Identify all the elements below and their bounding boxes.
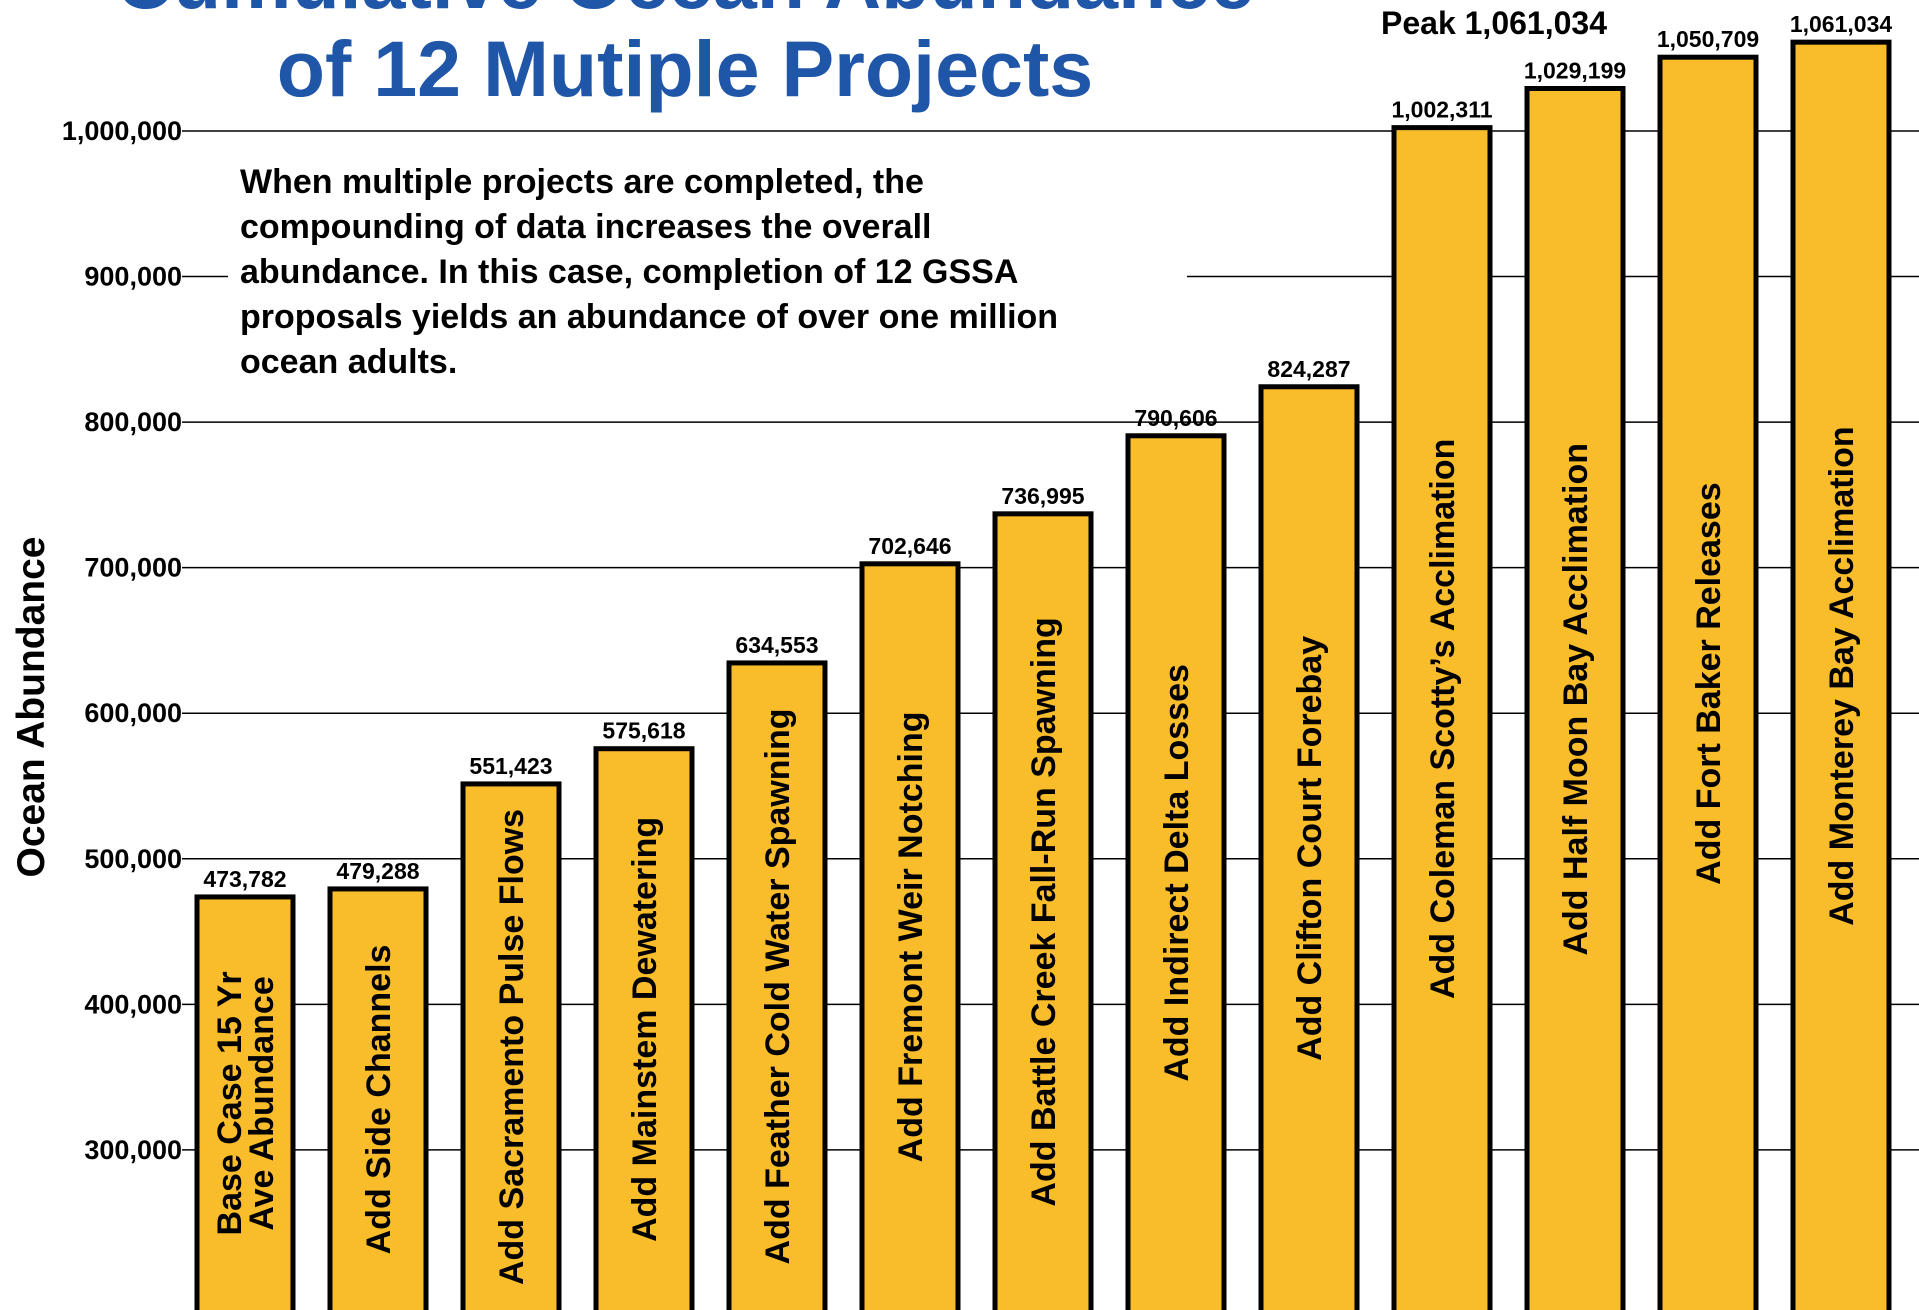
y-tick-label: 400,000	[84, 989, 182, 1019]
value-label: 736,995	[1001, 483, 1084, 509]
category-label-line: Add Coleman Scotty’s Acclimation	[1424, 439, 1462, 999]
category-label: Add Side Channels	[360, 945, 398, 1255]
category-label: Add Fremont Weir Notching	[892, 712, 930, 1163]
value-label: 473,782	[203, 866, 286, 892]
annotation-background	[228, 154, 1187, 381]
chart-title: of 12 Mutiple Projects	[277, 24, 1094, 113]
category-label: Add Battle Creek Fall-Run Spawning	[1025, 617, 1063, 1206]
category-label: Add Clifton Court Forebay	[1291, 636, 1329, 1061]
marks: 473,782 Base Case 15 YrAve Abundance 479,2…	[194, 11, 1893, 1310]
bar	[194, 894, 296, 1310]
value-label: 1,029,199	[1524, 57, 1626, 83]
bar	[1391, 125, 1493, 1310]
category-label-line: Add Fort Baker Releases	[1690, 482, 1728, 885]
annotation: proposals yields an abundance of over on…	[240, 298, 1058, 336]
category-label-line: Add Mainstem Dewatering	[626, 817, 664, 1242]
y-tick-label: 300,000	[84, 1135, 182, 1165]
category-label-line: Add Sacramento Pulse Flows	[493, 809, 531, 1285]
category-label: Add Fort Baker Releases	[1690, 482, 1728, 885]
bar	[726, 660, 828, 1310]
category-label-line: Add Battle Creek Fall-Run Spawning	[1025, 617, 1063, 1206]
annotation: When multiple projects are completed, th…	[240, 163, 924, 201]
category-label-line: Ave Abundance	[243, 976, 281, 1230]
value-label: 1,050,709	[1657, 26, 1759, 52]
value-label: 479,288	[336, 858, 419, 884]
bar	[593, 746, 695, 1310]
y-tick-label: 800,000	[84, 407, 182, 437]
category-label: Add Half Moon Bay Acclimation	[1557, 443, 1595, 956]
bar	[460, 781, 562, 1310]
category-label: Add Coleman Scotty’s Acclimation	[1424, 439, 1462, 999]
value-label: 1,061,034	[1790, 11, 1893, 37]
category-label-line: Add Feather Cold Water Spawning	[759, 708, 797, 1264]
value-label: 634,553	[735, 632, 818, 658]
peak-label: Peak 1,061,034	[1381, 5, 1607, 41]
category-label-line: Add Half Moon Bay Acclimation	[1557, 443, 1595, 956]
category-label: Add Mainstem Dewatering	[626, 817, 664, 1242]
bar	[1657, 54, 1759, 1310]
category-label: Add Sacramento Pulse Flows	[493, 809, 531, 1285]
bar	[1125, 433, 1227, 1310]
category-label: Add Indirect Delta Losses	[1158, 664, 1196, 1082]
bar	[1790, 39, 1892, 1310]
category-label-line: Base Case 15 Yr	[211, 971, 249, 1235]
value-label: 575,618	[602, 718, 685, 744]
value-label: 702,646	[868, 533, 951, 559]
value-label: 551,423	[469, 753, 552, 779]
y-tick-label: 700,000	[84, 553, 182, 583]
y-tick-label: 900,000	[84, 262, 182, 292]
y-tick-label: 500,000	[84, 844, 182, 874]
category-label-line: Add Clifton Court Forebay	[1291, 636, 1329, 1061]
bar	[992, 511, 1094, 1310]
value-label: 790,606	[1134, 405, 1217, 431]
category-label-line: Add Monterey Bay Acclimation	[1823, 426, 1861, 925]
bar	[1524, 85, 1626, 1310]
y-tick-label: 600,000	[84, 698, 182, 728]
category-label-line: Add Side Channels	[360, 945, 398, 1255]
annotation: abundance. In this case, completion of 1…	[240, 253, 1018, 291]
bar	[859, 561, 961, 1310]
annotation: compounding of data increases the overal…	[240, 208, 932, 246]
y-tick-label: 1,000,000	[62, 116, 182, 146]
category-label: Add Monterey Bay Acclimation	[1823, 426, 1861, 925]
value-label: 824,287	[1267, 356, 1350, 382]
category-label-line: Add Indirect Delta Losses	[1158, 664, 1196, 1082]
bar	[327, 886, 429, 1310]
category-label-line: Add Fremont Weir Notching	[892, 712, 930, 1163]
category-label: Add Feather Cold Water Spawning	[759, 708, 797, 1264]
category-label: Base Case 15 YrAve Abundance	[211, 971, 281, 1235]
bar	[1258, 384, 1360, 1310]
chart-title: Cumulative Ocean Abundance	[116, 0, 1254, 25]
value-label: 1,002,311	[1391, 97, 1492, 123]
y-axis-label: Ocean Abundance	[10, 537, 53, 878]
annotation: ocean adults.	[240, 343, 457, 381]
